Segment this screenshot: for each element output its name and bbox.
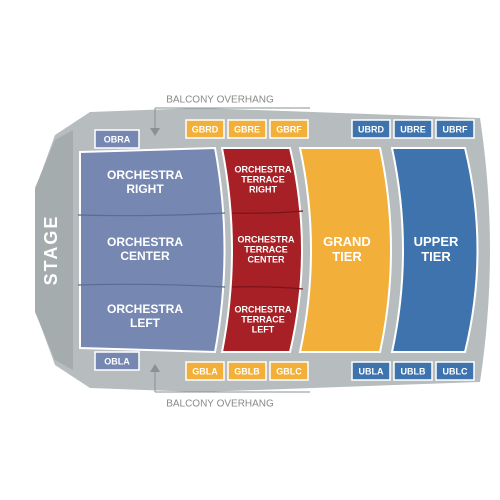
svg-text:UBRE: UBRE [400, 124, 426, 134]
stage-label: STAGE [41, 215, 61, 286]
overhang-label-bottom: BALCONY OVERHANG [166, 399, 274, 410]
svg-text:ORCHESTRA: ORCHESTRA [107, 168, 183, 182]
svg-text:OBRA: OBRA [104, 134, 131, 144]
svg-text:GRAND: GRAND [323, 234, 371, 249]
svg-text:TIER: TIER [421, 249, 451, 264]
svg-text:UBRD: UBRD [358, 124, 384, 134]
svg-text:ORCHESTRA: ORCHESTRA [107, 235, 183, 249]
svg-text:TERRACE: TERRACE [244, 244, 288, 254]
overhang-label-top: BALCONY OVERHANG [166, 95, 274, 106]
svg-text:OBLA: OBLA [104, 356, 130, 366]
svg-text:CENTER: CENTER [247, 254, 285, 264]
svg-text:CENTER: CENTER [120, 249, 170, 263]
svg-text:ORCHESTRA: ORCHESTRA [234, 164, 292, 174]
svg-text:GBLB: GBLB [234, 366, 260, 376]
svg-text:TERRACE: TERRACE [241, 314, 285, 324]
svg-text:UBLC: UBLC [443, 366, 468, 376]
svg-text:UPPER: UPPER [414, 234, 459, 249]
svg-text:GBLC: GBLC [276, 366, 302, 376]
svg-text:UBLB: UBLB [401, 366, 426, 376]
svg-text:GBRD: GBRD [192, 124, 219, 134]
svg-text:UBLA: UBLA [359, 366, 384, 376]
svg-text:LEFT: LEFT [252, 324, 275, 334]
svg-text:RIGHT: RIGHT [249, 184, 278, 194]
svg-text:GBRF: GBRF [276, 124, 302, 134]
svg-text:LEFT: LEFT [130, 316, 161, 330]
svg-text:UBRF: UBRF [443, 124, 468, 134]
svg-text:GBRE: GBRE [234, 124, 260, 134]
svg-text:TIER: TIER [332, 249, 362, 264]
svg-text:TERRACE: TERRACE [241, 174, 285, 184]
svg-text:RIGHT: RIGHT [126, 182, 164, 196]
svg-text:ORCHESTRA: ORCHESTRA [237, 234, 295, 244]
svg-text:ORCHESTRA: ORCHESTRA [234, 304, 292, 314]
seating-diagram: STAGE BALCONY OVERHANG BALCONY OVERHANG ORC… [0, 0, 500, 500]
svg-text:ORCHESTRA: ORCHESTRA [107, 302, 183, 316]
svg-text:GBLA: GBLA [192, 366, 218, 376]
